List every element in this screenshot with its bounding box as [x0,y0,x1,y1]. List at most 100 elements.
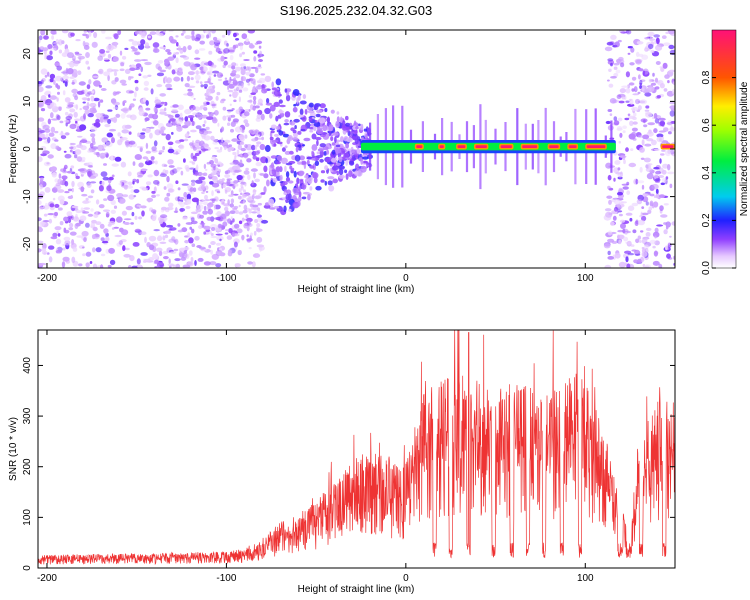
noise-blob [50,236,58,240]
noise-blob [128,39,134,42]
noise-blob [651,139,657,146]
noise-blob [130,189,135,194]
noise-blob [80,207,84,212]
noise-blob [178,144,185,150]
noise-blob [628,162,637,168]
noise-blob [167,51,172,55]
noise-blob [111,174,115,178]
noise-blob [233,193,239,196]
noise-blob [652,260,660,266]
noise-blob [48,256,53,263]
noise-blob [181,252,188,259]
noise-blob [40,221,47,225]
noise-blob [67,62,73,65]
noise-blob [163,256,169,260]
noise-blob [237,249,242,256]
noise-blob [637,235,641,240]
noise-blob [80,139,88,144]
noise-blob [174,113,180,118]
noise-blob [133,52,140,55]
noise-blob [90,95,95,102]
noise-blob [175,207,178,214]
noise-blob [230,198,235,204]
noise-blob [209,261,217,266]
noise-blob [131,40,139,46]
noise-blob [632,116,637,120]
noise-blob [233,77,237,83]
noise-blob [297,200,301,207]
noise-blob [144,236,147,243]
noise-blob [323,151,327,156]
noise-blob [50,112,54,119]
noise-blob [669,101,675,105]
noise-blob [155,247,163,252]
noise-blob [140,168,148,172]
noise-blob [52,197,56,201]
noise-blob [239,53,243,58]
noise-blob [211,227,216,231]
noise-blob [119,79,127,84]
noise-blob [204,199,211,202]
noise-blob [81,193,88,197]
noise-blob [659,205,664,212]
noise-blob [201,60,208,64]
noise-blob [112,116,118,123]
noise-blob [38,227,43,233]
spectrogram-x-ticks: -200 -100 0 100 [37,30,594,284]
noise-blob [248,208,252,214]
noise-blob [331,157,337,163]
noise-blob [219,146,223,151]
noise-blob [106,44,114,51]
noise-blob [298,147,302,151]
noise-blob [98,204,105,209]
noise-blob [203,83,208,88]
noise-blob [662,62,668,69]
noise-blob [301,144,306,147]
noise-blob [340,136,344,143]
noise-blob [228,194,234,197]
noise-blob [627,52,631,55]
noise-blob [252,95,257,101]
noise-blob [256,214,262,218]
noise-blob [208,231,212,235]
noise-blob [252,155,257,160]
noise-blob [141,210,145,217]
noise-blob [322,146,329,151]
noise-blob [191,182,196,187]
noise-blob [90,222,96,229]
noise-blob [278,99,283,104]
noise-blob [167,202,174,208]
noise-blob [245,38,249,42]
noise-blob [665,150,671,157]
noise-blob [40,30,46,36]
noise-blob [202,201,209,206]
noise-blob [609,98,617,104]
noise-blob [85,262,90,268]
noise-blob [187,91,194,97]
noise-blob [176,166,181,172]
noise-blob [302,94,307,100]
noise-blob [217,78,223,82]
noise-blob [156,84,163,88]
noise-blob [637,135,644,138]
noise-blob [268,167,272,172]
noise-blob [610,221,615,226]
noise-blob [655,193,660,199]
noise-blob [158,150,165,153]
y-tick-label: 10 [22,95,33,107]
noise-blob [655,188,659,194]
noise-blob [628,98,632,102]
noise-blob [332,165,339,171]
noise-blob [313,103,319,111]
noise-blob [46,71,50,77]
noise-blob [95,112,103,119]
noise-blob [195,179,203,184]
noise-blob [246,66,250,71]
noise-blob [617,234,620,239]
noise-blob [149,31,157,35]
noise-blob [275,78,282,86]
noise-blob [258,64,262,68]
noise-blob [654,77,659,83]
noise-blob [100,253,106,257]
noise-blob [639,85,643,89]
